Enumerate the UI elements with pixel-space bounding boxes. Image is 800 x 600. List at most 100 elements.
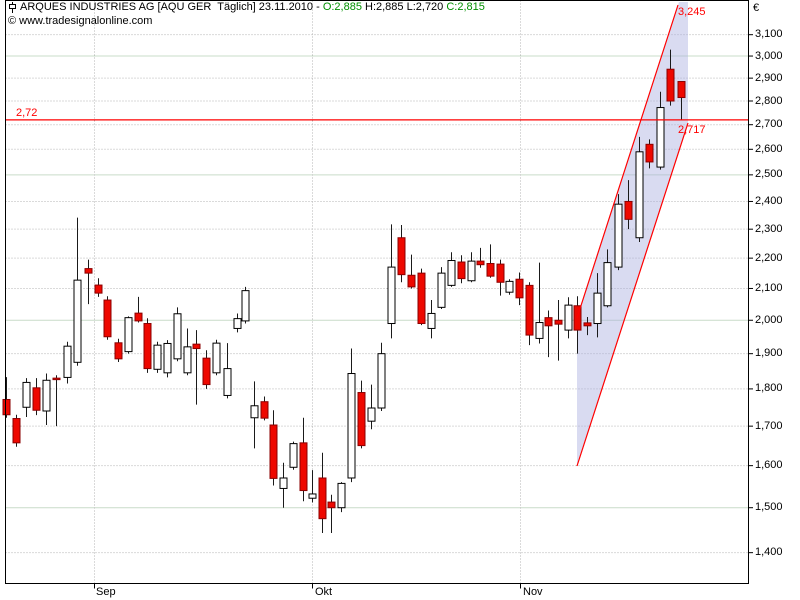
candle-down [407,254,416,289]
candle-body [327,501,336,509]
candle-up [279,462,288,508]
candle-down [496,259,505,296]
candle-up [367,384,376,430]
candle-body [32,387,41,411]
candle-down [677,81,686,120]
candle-down [486,244,495,278]
candle-body [437,272,446,308]
candle-body [233,318,242,329]
chart-window-icon [9,2,16,13]
candle-up [233,313,242,333]
y-axis-tick-label: 2,100 [755,281,783,294]
candle-body [347,373,356,479]
candle-down [357,380,366,449]
candle-body [241,290,250,322]
candle-body [614,203,623,268]
candle-up [593,273,602,338]
y-axis-tick-label: 3,000 [755,49,783,62]
candle-up [241,286,250,324]
y-axis-tick-label: 1,500 [755,501,783,514]
candle-body [279,477,288,489]
candle-down [94,278,103,297]
candle-body [486,263,495,277]
candle-body [84,268,93,274]
y-axis-tick-label: 2,800 [755,94,783,107]
chart-title: ARQUES INDUSTRIES AG [AQU GER Täglich] 2… [20,2,485,13]
candle-body [52,377,61,381]
candle-body [387,266,396,325]
candle-body [645,143,654,163]
candle-up [289,441,298,470]
candle-body [496,263,505,283]
y-axis-tick-label: 2,700 [755,118,783,131]
candle-down [624,180,633,230]
candle-body [367,407,376,422]
candle-up [173,307,182,362]
candle-body [318,477,327,520]
candle-up [163,340,172,378]
channel-lower-label: 2,717 [678,124,706,136]
candle-up [427,300,436,339]
candle-down [84,259,93,305]
candle-up [223,343,232,399]
candle-down [299,417,308,502]
alert-line-label[interactable]: 2,72 [16,107,38,119]
candle-body [42,379,51,412]
candle-down [525,282,534,346]
candle-body [63,345,72,378]
candle-up [337,482,346,513]
candle-body [377,353,386,409]
candle-down [12,414,21,447]
candle-up [377,342,386,411]
candle-down [666,49,675,106]
candle-body [114,342,123,360]
candle-up [73,217,82,366]
candle-down [2,377,11,418]
candle-body [635,151,644,239]
candle-body [192,343,201,350]
candle-down [515,272,524,306]
candle-body [299,442,308,492]
y-axis-tick-label: 2,900 [755,71,783,84]
candle-up [387,224,396,339]
candle-body [666,68,675,102]
candle-down [457,255,466,284]
candle-down [260,396,269,421]
candle-down [476,247,485,268]
candle-body [103,299,112,338]
candle-body [143,323,152,370]
candle-body [250,405,259,419]
candle-body [308,493,317,499]
title-segment: H:2,885 L:2,720 [361,1,447,13]
candle-body [163,342,172,374]
y-axis-tick-label: 1,700 [755,419,783,432]
candle-body [417,272,426,325]
candle-up [250,381,259,449]
currency-symbol: € [753,2,760,14]
candle-down [397,224,406,283]
candle-up [183,328,192,376]
candle-body [525,284,534,336]
candle-down [202,350,211,389]
title-segment: C:2,815 [446,1,485,13]
candle-body [564,304,573,331]
candle-up [153,341,162,373]
candle-down [32,378,41,416]
candle-up [635,136,644,243]
month-label-nov: Nov [523,586,543,598]
title-segment: ARQUES INDUSTRIES AG [AQU GER Täglich] 2… [20,1,323,13]
candle-body [457,261,466,280]
candle-down [103,296,112,340]
candle-up [212,339,221,376]
candle-down [114,338,123,362]
copyright-label: © www.tradesignalonline.com [8,15,153,27]
candle-down [583,317,592,336]
title-segment: O:2,885 [322,1,362,13]
candle-body [153,344,162,370]
candle-up [467,252,476,283]
candle-up [614,194,623,271]
trend-channel-upper-line [576,4,679,319]
candle-body [212,342,221,374]
candle-body [593,292,602,325]
